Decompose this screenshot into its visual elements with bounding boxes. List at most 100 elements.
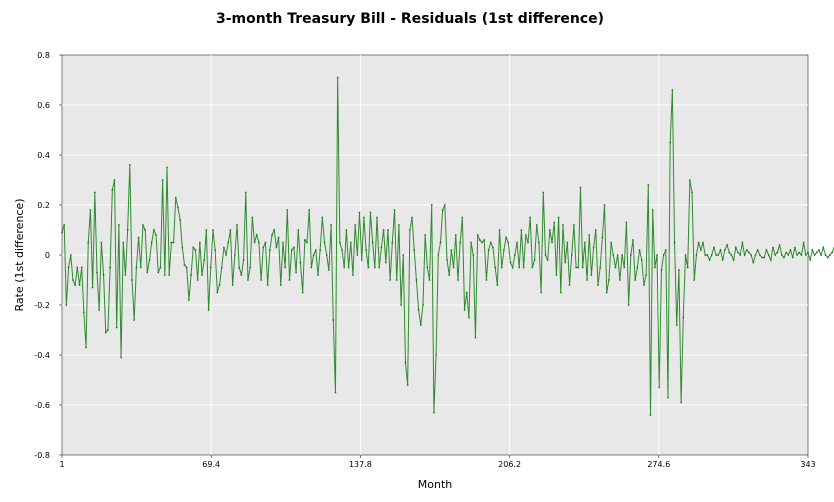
data-point xyxy=(732,259,735,261)
data-point xyxy=(529,216,531,219)
data-point xyxy=(225,254,227,256)
data-point xyxy=(234,254,236,256)
data-point xyxy=(63,224,65,226)
data-point xyxy=(229,229,232,231)
data-point xyxy=(428,279,431,281)
data-point xyxy=(122,241,125,244)
data-point xyxy=(719,249,722,251)
data-point xyxy=(124,274,127,276)
data-point xyxy=(597,284,599,286)
data-point xyxy=(640,259,643,261)
data-point xyxy=(468,316,470,319)
data-point xyxy=(544,254,547,256)
data-point xyxy=(767,254,770,256)
data-point xyxy=(581,266,584,269)
data-point xyxy=(831,251,833,254)
data-point xyxy=(111,189,114,191)
data-point xyxy=(435,354,437,356)
data-point xyxy=(113,179,116,181)
data-point xyxy=(662,254,665,256)
data-point xyxy=(120,356,122,359)
data-point xyxy=(323,241,326,244)
data-point xyxy=(188,299,190,301)
data-point xyxy=(680,401,682,404)
data-point xyxy=(402,254,405,256)
data-point xyxy=(483,239,485,241)
y-tick-label: 0.2 xyxy=(37,201,50,210)
data-point xyxy=(595,229,597,231)
data-point xyxy=(411,216,413,219)
data-point xyxy=(649,414,652,416)
data-point xyxy=(444,204,446,206)
data-point xyxy=(525,234,527,236)
data-point xyxy=(527,241,529,244)
data-point xyxy=(177,206,179,209)
data-point xyxy=(409,229,411,231)
data-point xyxy=(308,209,310,211)
data-point xyxy=(74,284,76,286)
data-point xyxy=(382,229,385,231)
data-point xyxy=(80,266,83,269)
data-point xyxy=(374,266,376,269)
data-point xyxy=(509,261,512,264)
data-point xyxy=(227,241,230,244)
data-point xyxy=(354,224,356,226)
data-point xyxy=(772,246,774,249)
data-point xyxy=(398,224,400,226)
data-point xyxy=(356,254,359,256)
data-point xyxy=(800,254,803,256)
data-point xyxy=(199,241,201,244)
data-point xyxy=(148,259,151,261)
data-point xyxy=(487,249,490,251)
data-point xyxy=(78,284,81,286)
data-point xyxy=(371,241,374,244)
y-axis-title: Rate (1st difference) xyxy=(13,198,26,311)
data-point xyxy=(343,266,345,269)
data-point xyxy=(805,254,807,256)
data-point xyxy=(282,241,284,244)
data-point xyxy=(332,319,335,321)
data-point xyxy=(566,241,569,244)
data-point xyxy=(667,396,669,399)
data-point xyxy=(330,224,332,226)
data-point xyxy=(774,254,776,256)
data-point xyxy=(83,311,85,314)
data-point xyxy=(417,309,420,311)
data-point xyxy=(818,249,820,251)
data-point xyxy=(369,211,372,214)
data-point xyxy=(761,256,763,259)
data-point xyxy=(240,274,243,276)
data-point xyxy=(413,249,415,251)
data-point xyxy=(514,254,516,256)
data-point xyxy=(700,249,702,251)
data-point xyxy=(754,254,757,256)
data-point xyxy=(503,249,505,251)
data-point xyxy=(455,234,457,236)
data-point xyxy=(175,196,177,199)
data-point xyxy=(159,266,162,269)
data-point xyxy=(161,179,164,181)
data-point xyxy=(822,246,825,249)
data-point xyxy=(452,266,455,269)
data-point xyxy=(570,254,573,256)
data-point xyxy=(430,204,433,206)
data-point xyxy=(288,279,291,281)
axis-ticks: 1 69.4 137.8 206.2 274.6 343 0.8 0.6 0.4 0.2 0 -0.2… xyxy=(34,51,815,469)
data-point xyxy=(601,236,604,239)
data-point xyxy=(457,279,459,281)
data-point xyxy=(706,254,709,256)
data-point xyxy=(632,239,634,241)
data-point xyxy=(450,249,453,251)
data-point xyxy=(813,254,816,256)
data-point xyxy=(651,209,654,211)
data-point xyxy=(220,266,223,269)
data-point xyxy=(697,241,700,244)
data-point xyxy=(654,266,656,269)
data-point xyxy=(67,266,70,269)
data-point xyxy=(190,274,192,276)
data-point xyxy=(715,254,717,256)
data-point xyxy=(266,284,269,286)
data-point xyxy=(295,271,297,274)
data-point xyxy=(100,241,103,244)
data-point xyxy=(630,254,632,256)
